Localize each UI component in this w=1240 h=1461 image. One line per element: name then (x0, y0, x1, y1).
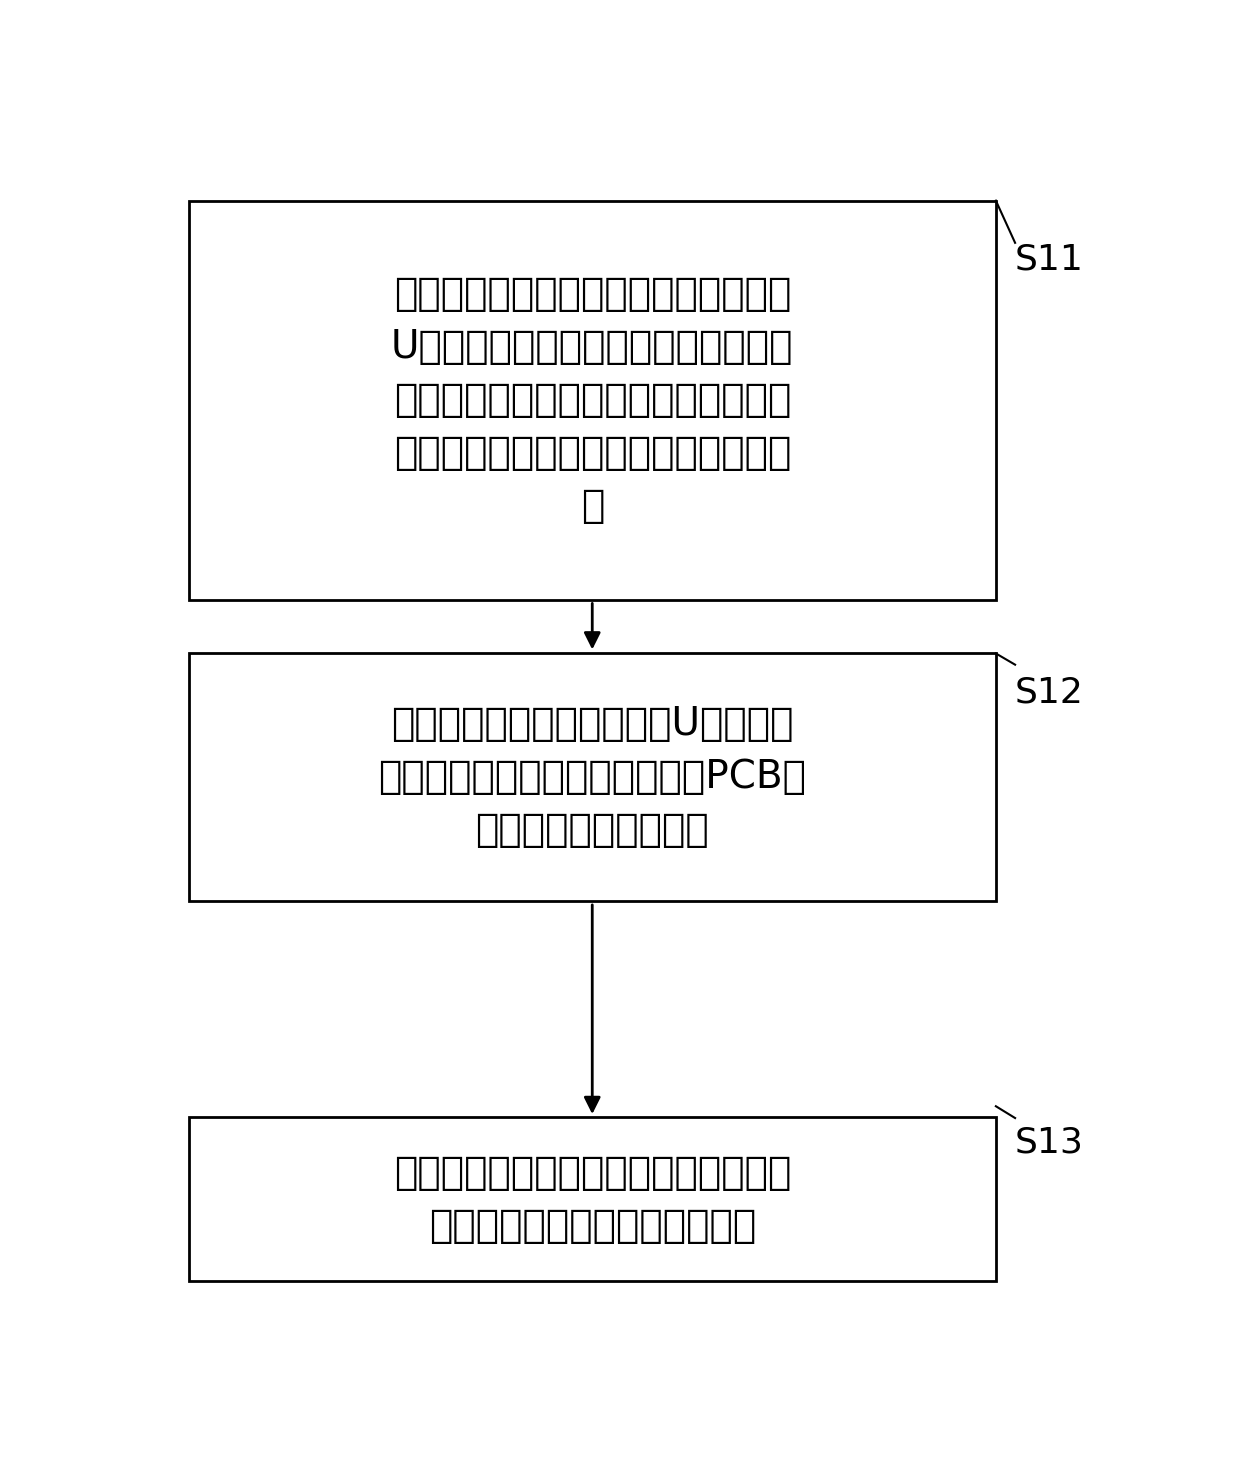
Text: S11: S11 (1016, 243, 1084, 276)
Bar (188, 653, 996, 901)
Text: S12: S12 (1016, 676, 1084, 710)
Text: 将透镜固定在预设位置处的U型槽内，
并将衬底固定在底座上，且进行PCB与
激光器芯片之间的连接: 将透镜固定在预设位置处的U型槽内， 并将衬底固定在底座上，且进行PCB与 激光器… (378, 706, 806, 849)
Bar (188, 200, 996, 600)
Text: 在具有导热性的衬底的预设位置处设置
U型槽，并将激光器芯片固定在衬底的
表面，其中，预设位置为经过光学模拟
得到的激光器芯片的出光功率最大的位
置: 在具有导热性的衬底的预设位置处设置 U型槽，并将激光器芯片固定在衬底的 表面，其… (391, 275, 794, 526)
Bar (188, 1118, 996, 1281)
Text: S13: S13 (1016, 1126, 1084, 1160)
Text: 根据激光器芯片对出光件进行耦合，并
将耦合后的出光件固定在底座上: 根据激光器芯片对出光件进行耦合，并 将耦合后的出光件固定在底座上 (393, 1154, 791, 1245)
